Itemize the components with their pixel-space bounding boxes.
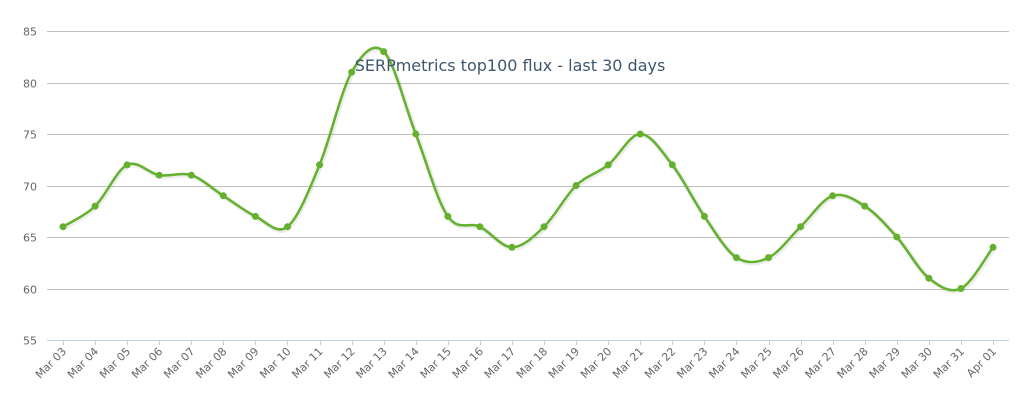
data-point-mar-06[interactable] (155, 171, 163, 179)
x-tick-label: Mar 26 (770, 345, 806, 381)
x-tick-label: Mar 20 (578, 345, 614, 381)
y-tick-label: 75 (23, 129, 37, 142)
x-tick-label: Mar 10 (257, 345, 293, 381)
data-point-mar-03[interactable] (59, 223, 67, 231)
data-point-mar-24[interactable] (732, 254, 740, 262)
y-tick-label: 60 (23, 284, 37, 297)
data-point-mar-04[interactable] (91, 202, 99, 210)
y-tick-label: 65 (23, 232, 37, 245)
data-point-mar-28[interactable] (861, 202, 869, 210)
data-point-mar-26[interactable] (797, 223, 805, 231)
series-layer (61, 46, 997, 294)
x-tick-label: Mar 08 (193, 345, 229, 381)
x-tick-label: Mar 03 (33, 345, 69, 381)
x-tick-label: Mar 19 (546, 345, 582, 381)
x-tick-label: Mar 24 (706, 345, 742, 381)
x-tick-label: Apr 01 (964, 345, 999, 380)
x-tick-label: Mar 04 (65, 345, 101, 381)
series-line (61, 46, 995, 292)
data-point-mar-12[interactable] (348, 68, 356, 76)
data-point-mar-09[interactable] (251, 212, 259, 220)
data-point-mar-19[interactable] (572, 182, 580, 189)
data-point-mar-11[interactable] (316, 161, 324, 169)
chart-title: SERPmetrics top100 flux - last 30 days (355, 56, 666, 75)
x-tick-label: Mar 25 (738, 345, 774, 381)
data-point-mar-16[interactable] (476, 223, 484, 231)
data-point-mar-17[interactable] (508, 243, 516, 251)
y-axis-labels: 55 60 65 70 75 80 85 (23, 26, 37, 348)
x-tick-label: Mar 16 (450, 345, 486, 381)
x-tick-label: Mar 13 (354, 345, 390, 381)
x-tick-label: Mar 15 (418, 345, 454, 381)
y-tick-label: 80 (23, 78, 37, 91)
x-tick-label: Mar 27 (803, 345, 839, 381)
x-tick-label: Mar 28 (835, 345, 871, 381)
x-tick-label: Mar 06 (129, 345, 165, 381)
x-tick-label: Mar 07 (161, 345, 197, 381)
y-tick-label: 70 (23, 181, 37, 194)
x-tick-label: Mar 11 (289, 345, 325, 381)
x-tick-label: Mar 14 (386, 345, 422, 381)
x-tick-label: Mar 09 (225, 345, 261, 381)
x-tick-label: Mar 21 (610, 345, 646, 381)
data-point-mar-14[interactable] (412, 130, 420, 138)
data-point-mar-31[interactable] (957, 285, 965, 292)
data-point-mar-07[interactable] (187, 171, 195, 179)
data-point-mar-29[interactable] (893, 233, 901, 241)
data-point-mar-22[interactable] (668, 161, 676, 169)
x-tick-label: Mar 17 (482, 345, 518, 381)
data-point-mar-25[interactable] (765, 254, 773, 262)
x-axis (47, 340, 1009, 345)
x-tick-label: Mar 12 (322, 345, 358, 381)
data-point-mar-20[interactable] (604, 161, 612, 169)
x-tick-label: Mar 05 (97, 345, 133, 381)
marker-layer (59, 48, 997, 292)
data-point-apr-01[interactable] (989, 243, 997, 251)
x-tick-label: Mar 22 (642, 345, 678, 381)
x-tick-label: Mar 31 (931, 345, 967, 381)
x-tick-label: Mar 18 (514, 345, 550, 381)
data-point-mar-23[interactable] (700, 212, 708, 220)
data-point-mar-18[interactable] (540, 223, 548, 231)
y-tick-label: 55 (23, 335, 37, 348)
data-point-mar-08[interactable] (219, 192, 227, 200)
x-tick-label: Mar 29 (867, 345, 903, 381)
data-point-mar-30[interactable] (925, 274, 933, 282)
data-point-mar-05[interactable] (123, 161, 131, 169)
x-tick-label: Mar 23 (674, 345, 710, 381)
x-tick-label: Mar 30 (899, 345, 935, 381)
series-line-shadow (61, 46, 997, 294)
data-point-mar-13[interactable] (380, 48, 388, 56)
data-point-mar-27[interactable] (829, 192, 837, 200)
data-point-mar-21[interactable] (636, 130, 644, 138)
y-tick-label: 85 (23, 26, 37, 39)
data-point-mar-15[interactable] (444, 212, 452, 220)
grid-layer (47, 31, 1009, 290)
data-point-mar-10[interactable] (283, 223, 291, 231)
